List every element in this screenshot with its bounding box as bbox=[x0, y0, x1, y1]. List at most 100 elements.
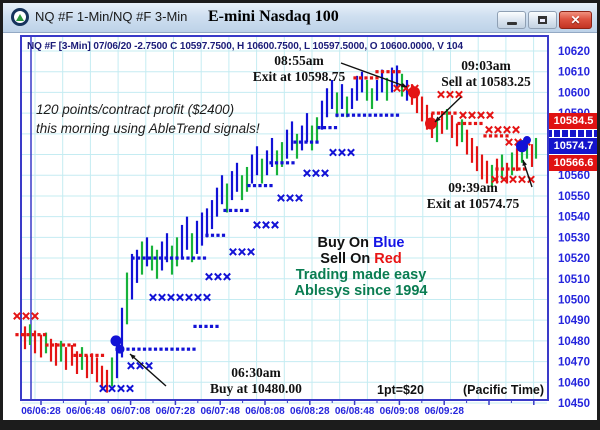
red-stop-dot bbox=[31, 333, 36, 337]
blue-stop-dot bbox=[291, 161, 295, 165]
chart-canvas[interactable]: 1062010610106001059010560105501054010530… bbox=[3, 3, 600, 430]
red-stop-dot bbox=[462, 121, 467, 126]
blue-stop-dot bbox=[340, 113, 345, 117]
blue-x-mark bbox=[295, 194, 303, 202]
y-axis-label: 10500 bbox=[558, 294, 590, 306]
blue-stop-dot bbox=[186, 256, 190, 260]
blue-stop-dot bbox=[131, 347, 136, 351]
red-x-mark bbox=[503, 125, 511, 134]
annotation-arrow bbox=[434, 96, 462, 123]
blue-x-mark bbox=[176, 293, 184, 302]
red-stop-dot bbox=[505, 134, 509, 138]
buy-text: Buy at 10480.00 bbox=[210, 381, 302, 396]
price-tag-red-1: 10584.5 bbox=[549, 113, 597, 129]
red-x-mark bbox=[500, 175, 508, 184]
red-stop-dot bbox=[95, 353, 99, 357]
promo-sell-line: Sell On Red bbox=[320, 251, 402, 267]
blue-stop-dot bbox=[164, 347, 169, 351]
sell-annotation: 09:03am Sell at 10583.25 bbox=[423, 58, 549, 90]
blue-stop-dot bbox=[395, 113, 400, 117]
window-title: NQ #F 1-Min/NQ #F 3-Min bbox=[35, 9, 188, 24]
red-x-mark bbox=[486, 111, 494, 120]
blue-stop-dot bbox=[317, 126, 321, 130]
blue-x-mark bbox=[214, 272, 222, 281]
close-icon: ✕ bbox=[570, 13, 581, 27]
red-x-mark bbox=[459, 111, 467, 120]
red-stop-dot bbox=[495, 167, 499, 171]
red-stop-dot bbox=[61, 343, 66, 347]
blue-stop-dot bbox=[209, 324, 214, 328]
red-x-mark bbox=[437, 90, 445, 99]
annotation-arrowhead bbox=[435, 116, 441, 122]
red-stop-dot bbox=[453, 111, 457, 115]
blue-stop-dot bbox=[263, 183, 268, 188]
blue-stop-dot bbox=[328, 126, 332, 130]
title-bar[interactable]: NQ #F 1-Min/NQ #F 3-Min E-mini Nasdaq 10… bbox=[3, 3, 597, 33]
minimize-icon bbox=[506, 21, 517, 25]
blue-x-mark bbox=[286, 194, 294, 202]
ablesys-logo-icon bbox=[16, 13, 24, 21]
blue-stop-dot bbox=[159, 347, 163, 351]
timezone-label: (Pacific Time) bbox=[463, 383, 545, 397]
promo-line3: Trading made easy bbox=[295, 267, 427, 283]
blue-stop-dot bbox=[315, 140, 319, 144]
close-button[interactable]: ✕ bbox=[559, 11, 592, 29]
y-axis-label: 10530 bbox=[558, 232, 590, 244]
red-x-mark bbox=[518, 175, 526, 184]
blue-stop-dot bbox=[186, 347, 191, 351]
y-axis-label: 10620 bbox=[558, 46, 590, 58]
blue-x-mark bbox=[253, 221, 261, 229]
red-stop-dot bbox=[364, 76, 368, 80]
blue-stop-dot bbox=[247, 183, 251, 188]
blue-x-mark bbox=[329, 148, 337, 157]
blue-x-mark bbox=[194, 293, 202, 302]
annotation-arrow bbox=[340, 62, 408, 88]
y-axis-label: 10550 bbox=[558, 191, 590, 203]
red-stop-dot bbox=[517, 167, 521, 171]
red-stop-dot bbox=[522, 167, 527, 171]
blue-stop-dot bbox=[164, 256, 168, 260]
red-stop-dot bbox=[479, 121, 483, 126]
blue-stop-dot bbox=[147, 256, 152, 260]
red-stop-dot bbox=[89, 353, 94, 357]
blue-stop-dot bbox=[198, 324, 203, 328]
red-x-mark bbox=[491, 175, 499, 184]
blue-stop-dot bbox=[175, 256, 179, 260]
red-stop-dot bbox=[488, 134, 493, 138]
red-stop-dot bbox=[26, 333, 30, 337]
blue-x-mark bbox=[338, 148, 346, 157]
blue-stop-dot bbox=[258, 183, 262, 188]
app-icon[interactable] bbox=[11, 8, 29, 26]
minimize-button[interactable] bbox=[497, 11, 526, 29]
promo-buy-line: Buy On Blue bbox=[317, 235, 405, 251]
red-stop-dot bbox=[56, 343, 60, 347]
red-stop-dot bbox=[84, 353, 88, 357]
red-stop-dot bbox=[391, 70, 396, 74]
blue-x-mark bbox=[312, 169, 320, 178]
red-x-mark bbox=[393, 84, 401, 93]
maximize-button[interactable] bbox=[528, 11, 557, 29]
red-stop-dot bbox=[45, 343, 49, 347]
blue-x-mark bbox=[99, 384, 107, 393]
blue-x-mark bbox=[262, 221, 270, 229]
red-stop-dot bbox=[494, 134, 498, 138]
blue-x-mark bbox=[347, 148, 355, 157]
red-x-mark bbox=[485, 125, 493, 134]
blue-x-mark bbox=[205, 272, 213, 281]
annotation-arrowhead bbox=[130, 354, 136, 360]
red-x-mark bbox=[512, 125, 520, 134]
promo-block: Buy On Blue Sell On Red Trading made eas… bbox=[286, 235, 436, 299]
sell-text: Sell at 10583.25 bbox=[441, 74, 531, 89]
red-stop-dot bbox=[506, 167, 510, 171]
signal-dot bbox=[408, 86, 420, 99]
profit-annotation: 120 points/contract profit ($2400) this … bbox=[36, 100, 260, 138]
blue-stop-dot bbox=[197, 256, 201, 260]
blue-stop-dot bbox=[293, 140, 297, 144]
red-stop-dot bbox=[468, 121, 472, 126]
y-axis-label: 10470 bbox=[558, 357, 590, 369]
x-axis-label: 06/07:48 bbox=[200, 406, 240, 417]
price-tag-red-2: 10566.6 bbox=[549, 155, 597, 171]
blue-stop-dot bbox=[234, 208, 238, 213]
sell-time: 09:03am bbox=[461, 58, 511, 73]
blue-stop-dot bbox=[384, 113, 389, 117]
